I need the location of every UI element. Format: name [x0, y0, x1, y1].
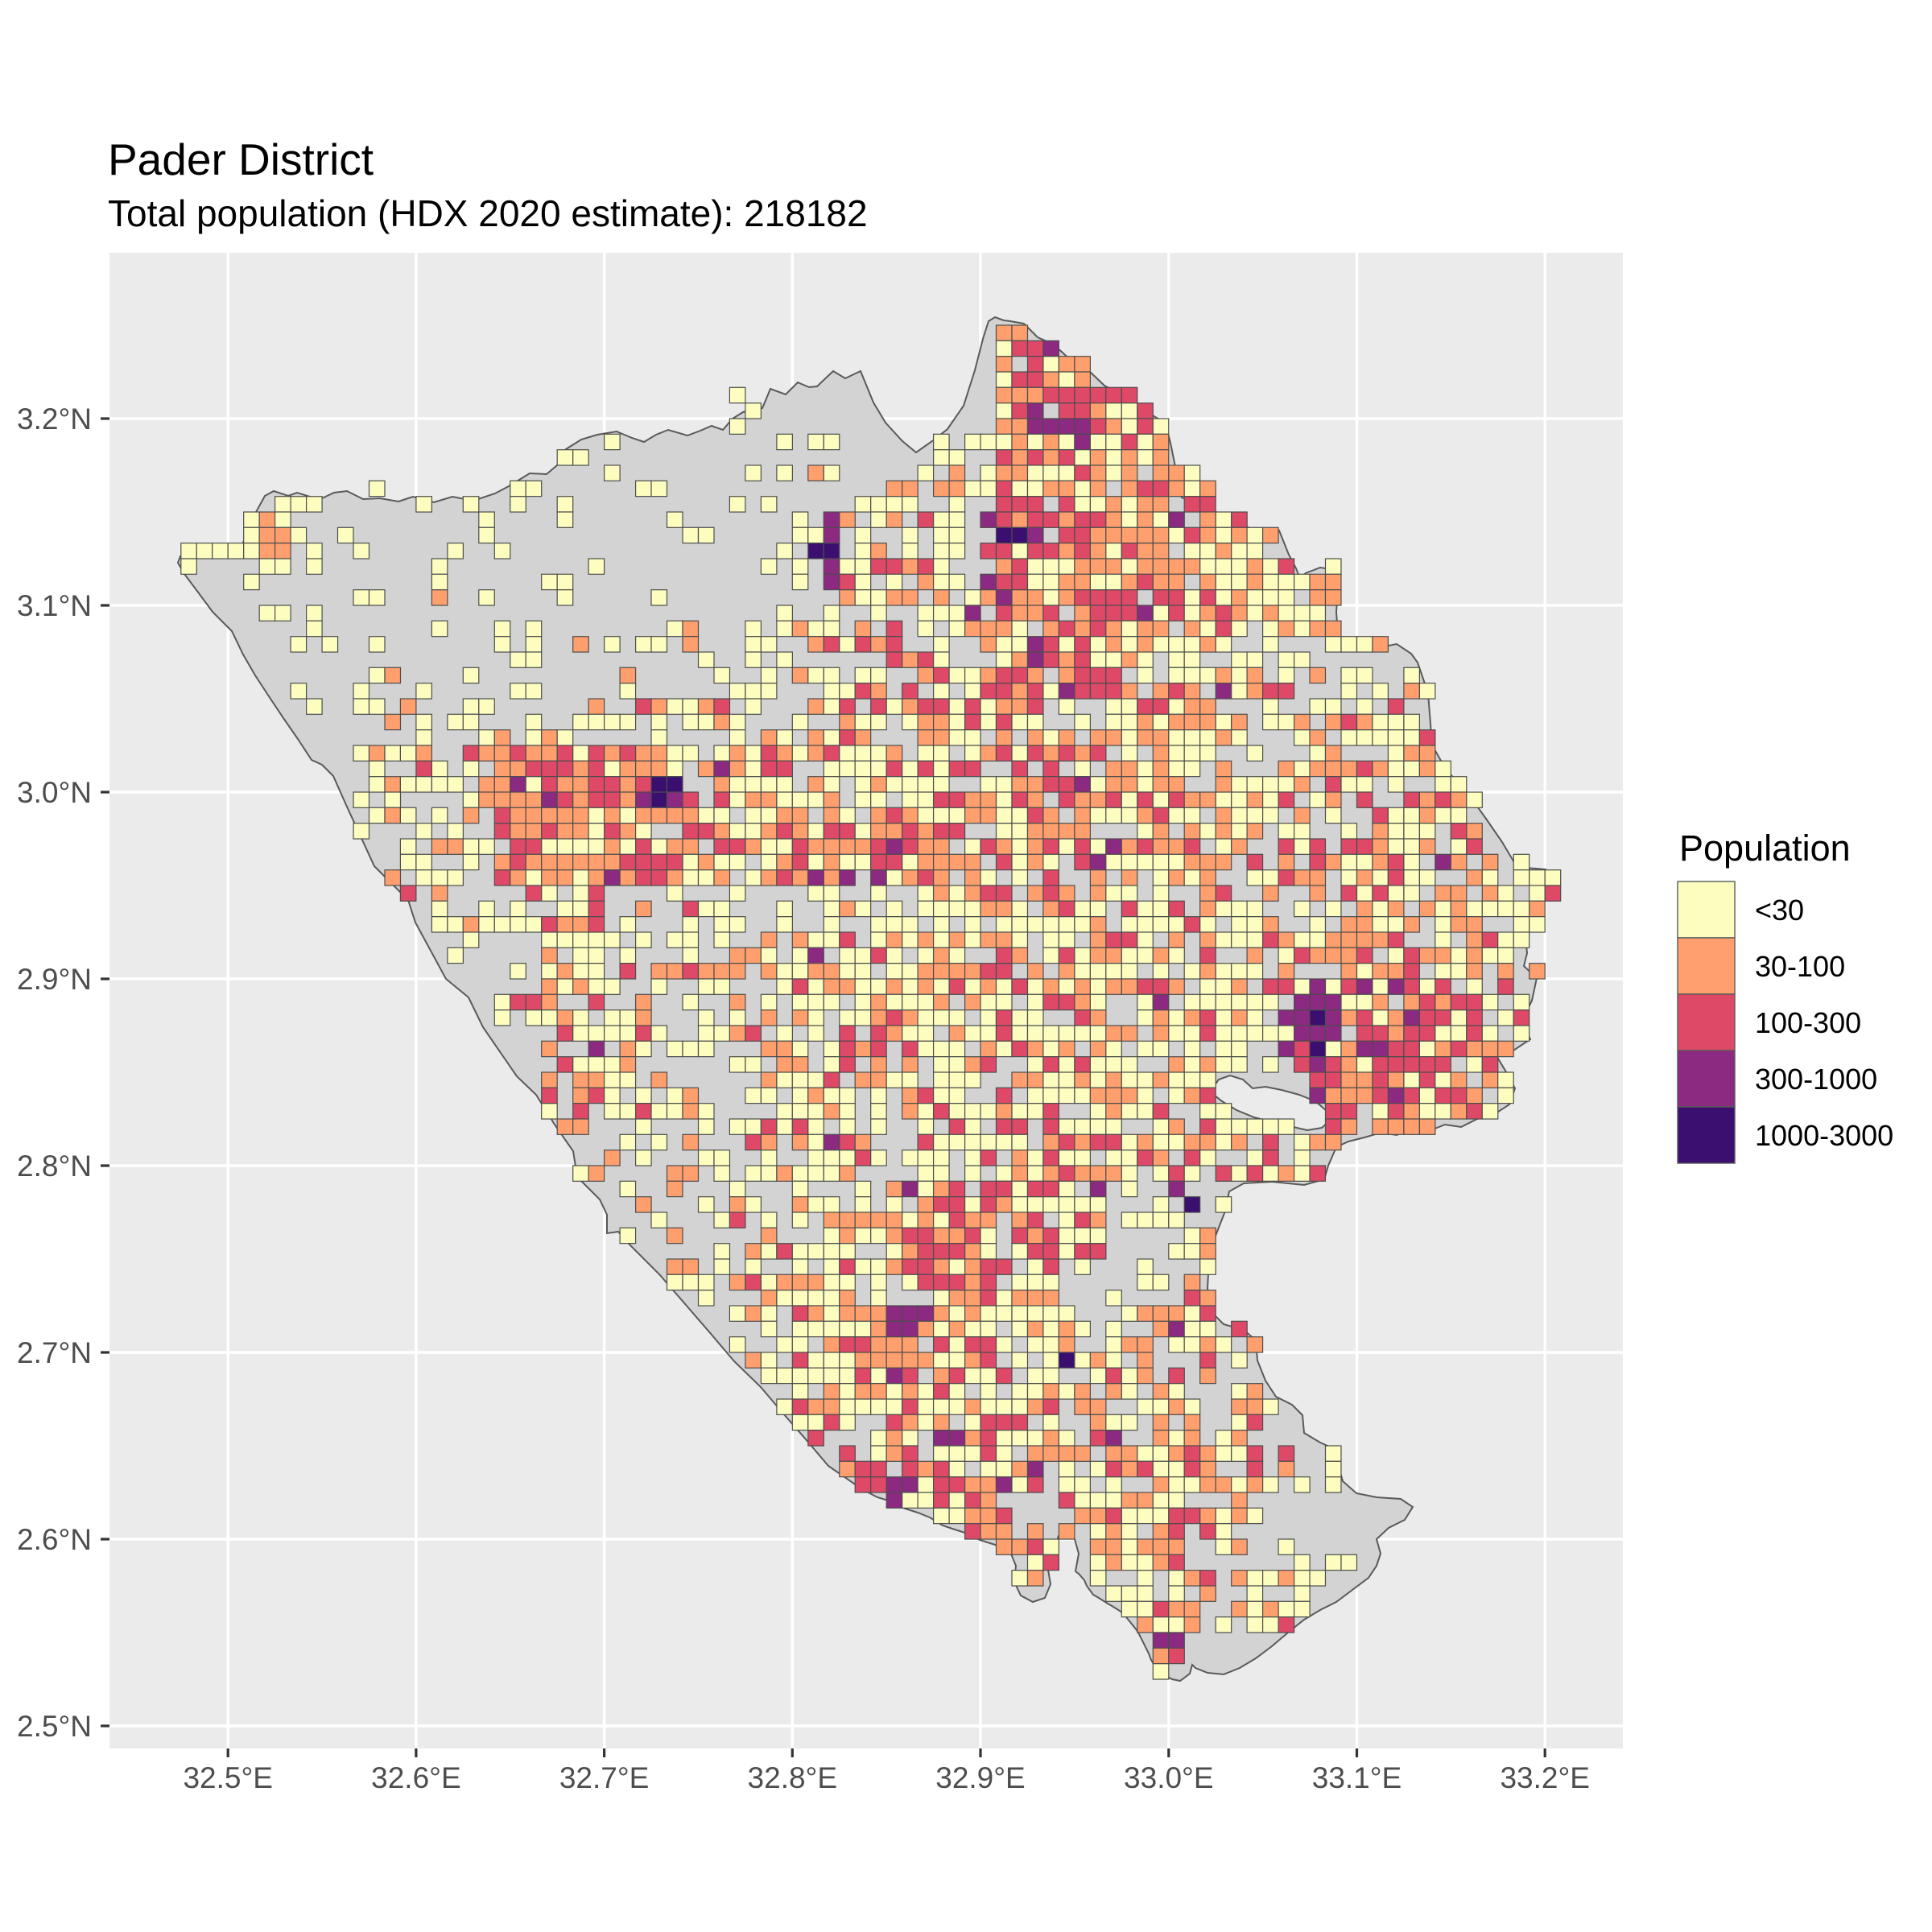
- svg-text:2.8°N: 2.8°N: [17, 1150, 92, 1183]
- svg-text:<30: <30: [1755, 894, 1804, 927]
- svg-text:30-100: 30-100: [1755, 950, 1845, 983]
- svg-text:33.2°E: 33.2°E: [1500, 1761, 1590, 1794]
- svg-text:32.5°E: 32.5°E: [183, 1761, 273, 1794]
- svg-text:2.6°N: 2.6°N: [17, 1523, 92, 1556]
- svg-text:32.6°E: 32.6°E: [371, 1761, 461, 1794]
- svg-text:Pader District: Pader District: [108, 134, 374, 184]
- svg-text:Population: Population: [1679, 828, 1851, 869]
- svg-text:3.0°N: 3.0°N: [17, 776, 92, 809]
- svg-text:2.7°N: 2.7°N: [17, 1336, 92, 1369]
- svg-text:2.9°N: 2.9°N: [17, 963, 92, 996]
- svg-text:32.8°E: 32.8°E: [748, 1761, 838, 1794]
- svg-text:Total population (HDX 2020 est: Total population (HDX 2020 estimate): 21…: [108, 192, 868, 234]
- svg-text:3.2°N: 3.2°N: [17, 402, 92, 436]
- svg-text:2.5°N: 2.5°N: [17, 1710, 92, 1743]
- svg-text:32.7°E: 32.7°E: [559, 1761, 650, 1794]
- svg-text:32.9°E: 32.9°E: [935, 1761, 1026, 1794]
- svg-text:100-300: 100-300: [1755, 1006, 1861, 1039]
- svg-text:3.1°N: 3.1°N: [17, 589, 92, 622]
- svg-text:300-1000: 300-1000: [1755, 1063, 1877, 1096]
- svg-text:33.1°E: 33.1°E: [1312, 1761, 1402, 1794]
- svg-text:1000-3000: 1000-3000: [1755, 1119, 1893, 1152]
- svg-text:33.0°E: 33.0°E: [1124, 1761, 1214, 1794]
